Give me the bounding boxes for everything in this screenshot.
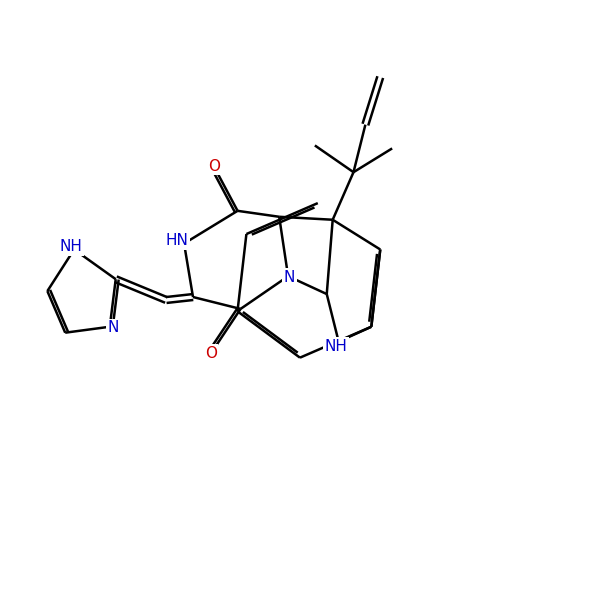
Text: NH: NH [60, 239, 83, 254]
Text: HN: HN [166, 233, 188, 248]
Text: N: N [107, 320, 118, 335]
Text: N: N [284, 270, 295, 285]
Text: O: O [208, 159, 220, 174]
Text: O: O [205, 346, 217, 361]
Text: NH: NH [324, 339, 347, 354]
